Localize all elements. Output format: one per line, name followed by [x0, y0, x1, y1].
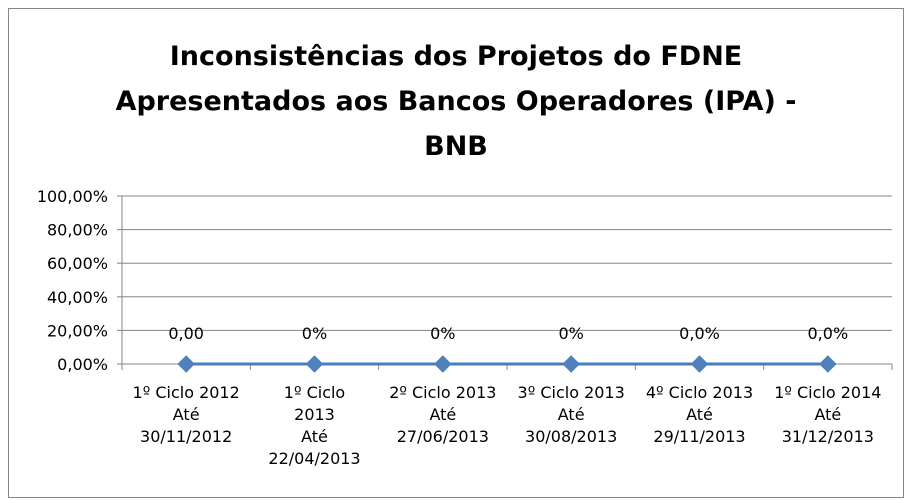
y-tick-label: 80,00%	[47, 221, 108, 240]
x-tick-label: 3º Ciclo 2013 Até 30/08/2013	[518, 383, 625, 446]
marker	[819, 355, 837, 373]
y-tick-label: 60,00%	[47, 254, 108, 273]
y-tick-label: 100,00%	[37, 187, 108, 206]
data-label: 0%	[430, 324, 455, 343]
chart-border	[8, 8, 904, 498]
x-tick-label: 1º Ciclo 2014 Até 31/12/2013	[774, 383, 881, 446]
x-tick-label: 2º Ciclo 2013 Até 27/06/2013	[389, 383, 496, 446]
data-label: 0%	[558, 324, 583, 343]
chart-title: Inconsistências dos Projetos do FDNE Apre…	[116, 41, 797, 162]
marker	[562, 355, 580, 373]
data-label: 0%	[302, 324, 327, 343]
x-tick-label: 4º Ciclo 2013 Até 29/11/2013	[646, 383, 753, 446]
y-tick-label: 20,00%	[47, 321, 108, 340]
marker	[177, 355, 195, 373]
marker	[690, 355, 709, 373]
data-label: 0,00	[168, 324, 204, 343]
marker	[305, 355, 324, 373]
y-tick-label: 0,00%	[57, 355, 108, 374]
marker	[434, 355, 452, 373]
x-tick-label: 1º Ciclo 2013 Até 22/04/2013	[268, 383, 360, 468]
data-label: 0,0%	[808, 324, 849, 343]
x-tick-label: 1º Ciclo 2012 Até 30/11/2012	[133, 383, 240, 446]
data-label: 0,0%	[679, 324, 720, 343]
y-tick-label: 40,00%	[47, 288, 108, 307]
